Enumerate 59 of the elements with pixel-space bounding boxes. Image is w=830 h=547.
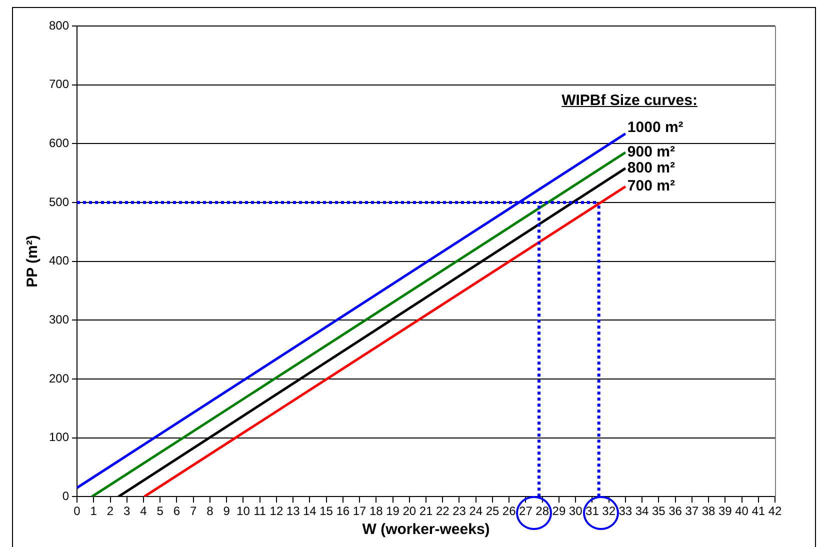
x-tick-label: 18	[369, 504, 384, 518]
x-tick-label: 17	[352, 504, 367, 518]
legend-title: WIPBf Size curves:	[562, 92, 698, 109]
x-tick-label: 21	[419, 504, 434, 518]
x-tick-label: 2	[106, 504, 114, 518]
series-label: 800 m²	[627, 159, 675, 176]
x-tick-label: 27	[519, 504, 533, 518]
x-tick-label: 13	[286, 504, 300, 518]
x-tick-label: 3	[124, 504, 131, 518]
x-tick-label: 20	[402, 504, 416, 518]
x-tick-label: 19	[386, 504, 400, 518]
x-tick-label: 4	[140, 504, 148, 518]
x-tick-label: 28	[536, 504, 550, 518]
x-tick-label: 24	[469, 504, 483, 518]
x-axis-title: W (worker-weeks)	[362, 521, 490, 538]
x-tick-label: 22	[436, 504, 450, 518]
series-label: 700 m²	[627, 178, 675, 195]
x-tick-label: 16	[336, 504, 350, 518]
series-label: 900 m²	[627, 144, 675, 161]
x-tick-label: 1	[90, 504, 98, 518]
x-tick-label: 12	[270, 504, 284, 518]
x-tick-label: 5	[156, 504, 164, 518]
x-tick-label: 41	[752, 504, 766, 518]
x-tick-label: 34	[635, 504, 650, 518]
x-tick-label: 11	[254, 504, 266, 518]
x-tick-label: 29	[552, 504, 566, 518]
x-tick-label: 33	[618, 504, 632, 518]
x-tick-label: 31	[586, 504, 600, 518]
x-tick-label: 15	[320, 504, 334, 518]
x-tick-label: 36	[668, 504, 682, 518]
y-tick-label: 0	[62, 488, 70, 503]
x-tick-label: 10	[236, 504, 250, 518]
y-tick-label: 200	[48, 371, 70, 386]
x-tick-label: 32	[602, 504, 616, 518]
x-tick-label: 39	[718, 504, 732, 518]
x-tick-label: 25	[486, 504, 500, 518]
x-tick-label: 35	[652, 504, 666, 518]
x-tick-label: 6	[173, 504, 180, 518]
x-tick-label: 40	[735, 504, 749, 518]
y-tick-label: 800	[48, 18, 70, 32]
y-tick-label: 500	[48, 194, 70, 209]
x-tick-label: 9	[223, 504, 230, 518]
x-tick-label: 14	[303, 504, 317, 518]
x-tick-label: 8	[206, 504, 214, 518]
x-tick-label: 38	[702, 504, 716, 518]
series-label: 1000 m²	[627, 118, 684, 136]
x-tick-label: 26	[502, 504, 516, 518]
x-tick-label: 37	[685, 504, 699, 518]
y-tick-label: 300	[48, 312, 70, 326]
y-axis-title: PP (m²)	[24, 235, 42, 288]
y-tick-label: 600	[48, 136, 70, 150]
x-tick-label: 7	[190, 504, 198, 518]
x-tick-label: 30	[568, 504, 583, 518]
x-tick-label: 0	[74, 504, 81, 518]
x-tick-label: 23	[452, 504, 466, 518]
y-tick-label: 700	[48, 77, 70, 92]
x-tick-label: 42	[768, 504, 782, 518]
y-tick-label: 100	[48, 430, 70, 444]
y-tick-label: 400	[48, 254, 70, 268]
